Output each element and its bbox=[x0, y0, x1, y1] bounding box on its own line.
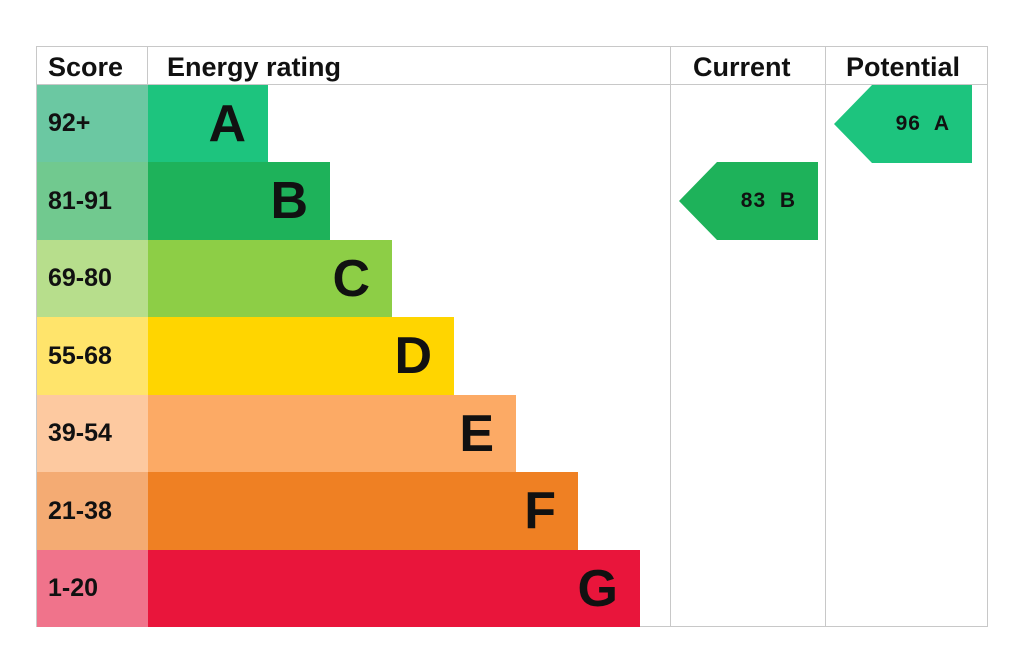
header-current: Current bbox=[693, 52, 791, 82]
header-potential: Potential bbox=[846, 52, 961, 82]
score-range-g: 1-20 bbox=[37, 550, 148, 627]
score-range-c: 69-80 bbox=[37, 240, 148, 317]
score-range-b: 81-91 bbox=[37, 162, 148, 240]
rating-bar-f: F bbox=[148, 472, 578, 550]
divider-current bbox=[825, 46, 826, 627]
current-rating-arrow: 83 B bbox=[679, 162, 818, 240]
rating-bar-a: A bbox=[148, 85, 268, 162]
rating-letter: F bbox=[524, 482, 556, 540]
header-score: Score bbox=[48, 52, 124, 82]
rating-letter: D bbox=[394, 327, 432, 385]
rating-letter: B bbox=[270, 172, 308, 230]
potential-rating-arrow: 96 A bbox=[834, 85, 972, 163]
rating-bar-e: E bbox=[148, 395, 516, 472]
rating-bar-b: B bbox=[148, 162, 330, 240]
rating-bar-d: D bbox=[148, 317, 454, 395]
score-range-d: 55-68 bbox=[37, 317, 148, 395]
score-range-e: 39-54 bbox=[37, 395, 148, 472]
potential-rating-label: 96 A bbox=[895, 112, 950, 135]
score-range-f: 21-38 bbox=[37, 472, 148, 550]
arrow-shape-icon bbox=[834, 85, 972, 163]
rating-letter: C bbox=[332, 249, 370, 308]
divider-rating bbox=[670, 46, 671, 627]
rating-bar-c: C bbox=[148, 240, 392, 317]
arrow-shape-icon bbox=[679, 162, 818, 240]
current-rating-label: 83 B bbox=[740, 189, 796, 212]
header-energy-rating: Energy rating bbox=[167, 52, 342, 82]
rating-letter: A bbox=[208, 94, 246, 153]
score-range-a: 92+ bbox=[37, 85, 148, 162]
rating-letter: E bbox=[459, 404, 494, 463]
header-divider bbox=[36, 84, 988, 85]
rating-letter: G bbox=[577, 559, 618, 618]
rating-bar-g: G bbox=[148, 550, 640, 627]
